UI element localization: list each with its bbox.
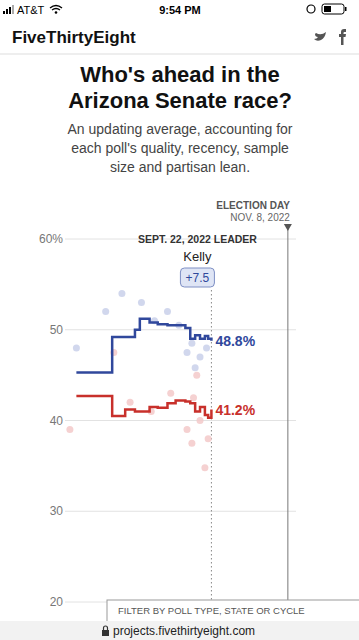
current-date-line bbox=[211, 290, 212, 602]
y-tick-label: 40 bbox=[50, 414, 64, 428]
chart-subtitle-line: size and partisan lean. bbox=[110, 159, 250, 175]
signal-bar bbox=[9, 7, 11, 14]
poll-dot bbox=[164, 308, 171, 315]
clock: 9:54 PM bbox=[159, 4, 201, 16]
y-tick-label: 60% bbox=[39, 232, 63, 246]
grid-line bbox=[65, 329, 296, 330]
leader-name: Kelly bbox=[183, 249, 212, 264]
chart-title-line: Arizona Senate race? bbox=[68, 88, 292, 113]
average-line bbox=[76, 319, 211, 373]
url-bar: projects.fivethirtyeight.com bbox=[0, 621, 359, 640]
site-name[interactable]: FiveThirtyEight bbox=[12, 28, 136, 47]
election-day-line bbox=[287, 229, 288, 640]
site-header: FiveThirtyEight bbox=[0, 28, 359, 54]
end-value-label: 41.2% bbox=[215, 402, 255, 418]
url-bar-bg bbox=[0, 621, 359, 640]
lock-icon bbox=[102, 630, 109, 636]
chart-subtitle-block: An updating average, accounting for each … bbox=[68, 121, 293, 175]
carrier: AT&T bbox=[17, 4, 45, 16]
poll-dot bbox=[197, 417, 204, 424]
y-tick-label: 50 bbox=[50, 323, 64, 337]
poll-dot bbox=[201, 464, 208, 471]
chart-subtitle-line: An updating average, accounting for bbox=[68, 121, 293, 137]
header-rule bbox=[0, 54, 359, 55]
lock-icon bbox=[104, 626, 108, 630]
facebook-icon[interactable] bbox=[339, 29, 346, 45]
poll-dot bbox=[184, 426, 191, 433]
poll-dot bbox=[203, 344, 210, 351]
poll-dot bbox=[138, 299, 145, 306]
poll-dot bbox=[184, 349, 191, 356]
page: {"page": {"carrier": "AT&T", "time": "9:… bbox=[0, 0, 359, 640]
battery-tip bbox=[345, 7, 347, 11]
chart-title-block: Who's ahead in theArizona Senate race? bbox=[68, 62, 292, 113]
poll-dot bbox=[197, 353, 204, 360]
lock-rotation-icon bbox=[307, 5, 315, 13]
poll-dot bbox=[102, 308, 109, 315]
screen: AT&T 9:54 PM FiveThirtyEight Who's ahead in… bbox=[0, 0, 359, 640]
url-text[interactable]: projects.fivethirtyeight.com bbox=[113, 624, 255, 638]
election-day-marker bbox=[284, 224, 292, 231]
chart: 20 30 40 50 60% ELECTION DAYNOV. 8, 2022 SEPT.… bbox=[39, 200, 296, 640]
poll-dot bbox=[205, 435, 212, 442]
poll-dot bbox=[66, 426, 73, 433]
plot-data bbox=[66, 290, 211, 471]
battery-level bbox=[324, 6, 331, 12]
poll-dot bbox=[192, 364, 199, 371]
filter-label[interactable]: FILTER BY POLL TYPE, STATE OR CYCLE bbox=[118, 605, 305, 616]
signal-bar bbox=[6, 9, 8, 14]
poll-dot bbox=[167, 390, 174, 397]
leader-date-label: SEPT. 22, 2022 LEADER bbox=[138, 233, 257, 245]
grid-line bbox=[65, 511, 296, 512]
signal-bar bbox=[12, 5, 14, 14]
end-value-label: 48.8% bbox=[215, 333, 255, 349]
average-line bbox=[76, 396, 211, 418]
poll-dot bbox=[118, 290, 125, 297]
poll-dot bbox=[188, 340, 195, 347]
chart-subtitle-line: each poll's quality, recency, sample bbox=[71, 140, 289, 156]
election-day-date: NOV. 8, 2022 bbox=[230, 212, 290, 223]
chart-title-line: Who's ahead in the bbox=[80, 62, 280, 87]
chart-subtitle: An updating average, accounting for each … bbox=[68, 121, 293, 175]
twitter-icon[interactable] bbox=[314, 32, 326, 41]
poll-dot bbox=[193, 372, 200, 379]
y-tick-label: 30 bbox=[50, 504, 64, 518]
battery bbox=[322, 4, 344, 14]
wifi-icon bbox=[50, 6, 62, 11]
margin-badge bbox=[180, 268, 214, 287]
chart-title: Who's ahead in theArizona Senate race? bbox=[68, 62, 292, 113]
grid-line bbox=[65, 420, 296, 421]
signal-bar bbox=[3, 11, 5, 14]
wifi-icon bbox=[55, 11, 58, 14]
margin-label: +7.5 bbox=[186, 271, 210, 285]
poll-dot bbox=[127, 399, 134, 406]
y-tick-label: 20 bbox=[50, 595, 64, 609]
poll-dot bbox=[73, 344, 80, 351]
election-day-label: ELECTION DAY bbox=[216, 200, 290, 211]
status-bar: AT&T 9:54 PM bbox=[3, 4, 347, 16]
poll-dot bbox=[188, 440, 195, 447]
